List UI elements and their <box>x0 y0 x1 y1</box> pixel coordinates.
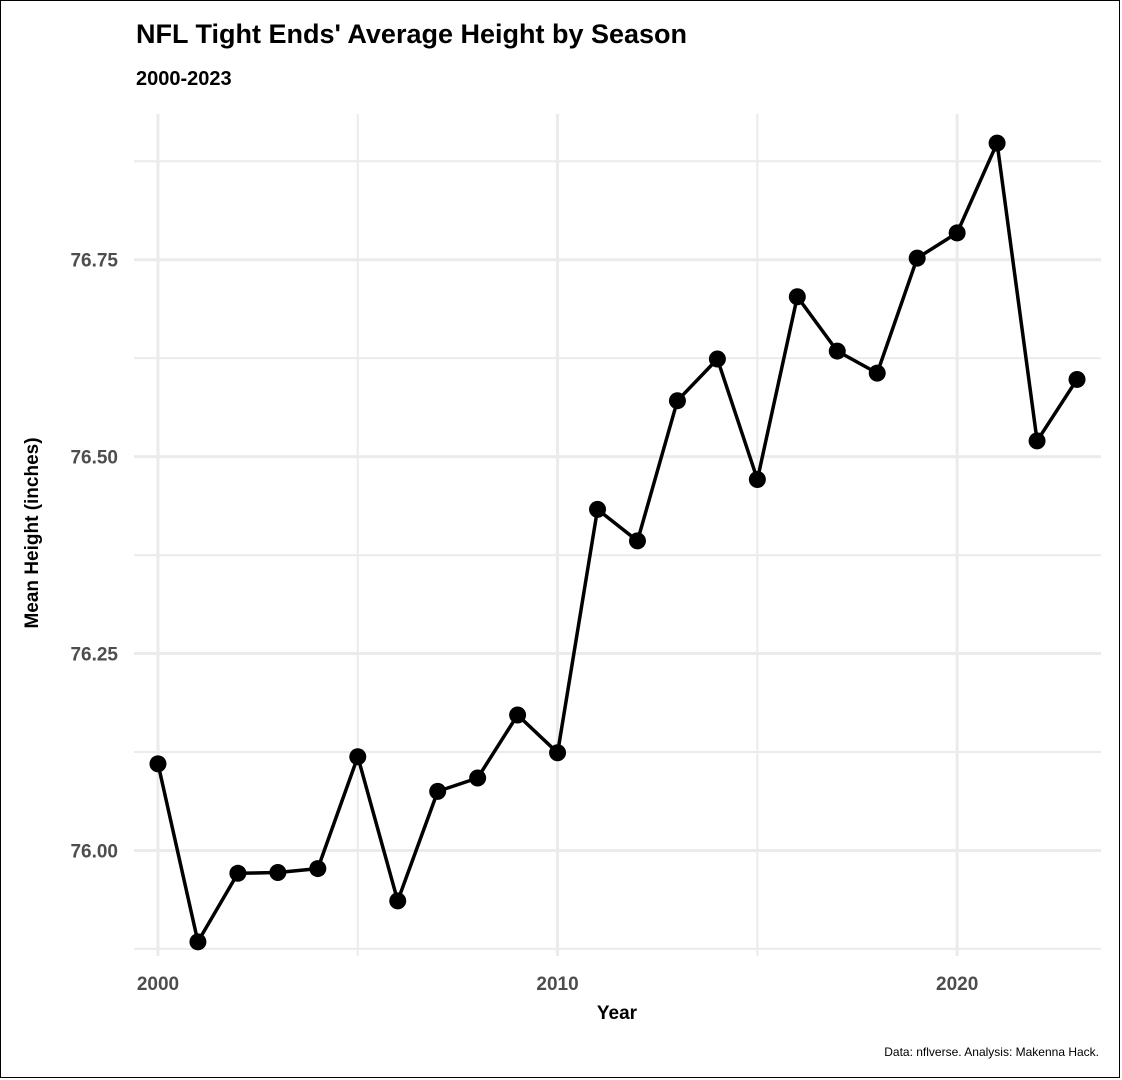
x-axis-title: Year <box>597 1003 638 1024</box>
data-point <box>908 249 926 267</box>
y-axis-ticks: 76.00 76.25 76.50 76.75 <box>70 251 118 863</box>
x-tick-label: 2010 <box>536 974 578 995</box>
data-point <box>269 864 287 882</box>
chart-subtitle: 2000-2023 <box>136 68 232 90</box>
chart-caption: Data: nflverse. Analysis: Makenna Hack. <box>884 1045 1099 1059</box>
y-tick-label: 76.25 <box>70 645 118 666</box>
data-point <box>429 782 447 800</box>
x-tick-label: 2020 <box>936 974 978 995</box>
data-point <box>1068 370 1086 388</box>
x-axis-ticks: 2000 2010 2020 <box>137 974 978 995</box>
grid <box>134 114 1101 956</box>
data-point <box>988 134 1006 152</box>
series-line-group <box>156 141 1079 944</box>
data-point <box>349 748 367 766</box>
data-point <box>828 342 846 360</box>
data-point <box>549 744 567 762</box>
y-axis-title: Mean Height (inches) <box>22 437 43 628</box>
data-point <box>948 224 966 242</box>
y-tick-label: 76.50 <box>70 448 118 469</box>
data-point <box>509 706 527 724</box>
data-point <box>668 392 686 410</box>
y-tick-label: 76.75 <box>70 251 118 272</box>
data-point <box>229 864 247 882</box>
series-line <box>156 141 1079 944</box>
data-point <box>149 755 167 773</box>
y-tick-label: 76.00 <box>70 841 118 862</box>
data-point <box>788 288 806 306</box>
data-point <box>589 500 607 518</box>
x-tick-label: 2000 <box>137 974 179 995</box>
data-point <box>708 350 726 368</box>
chart-title: NFL Tight Ends' Average Height by Season <box>136 19 687 49</box>
data-point <box>389 892 407 910</box>
data-point <box>748 470 766 488</box>
data-point <box>189 933 207 951</box>
data-point <box>628 532 646 550</box>
data-points <box>149 134 1086 951</box>
data-point <box>1028 432 1046 450</box>
data-point <box>469 769 487 787</box>
data-point <box>309 860 327 878</box>
data-point <box>868 364 886 382</box>
